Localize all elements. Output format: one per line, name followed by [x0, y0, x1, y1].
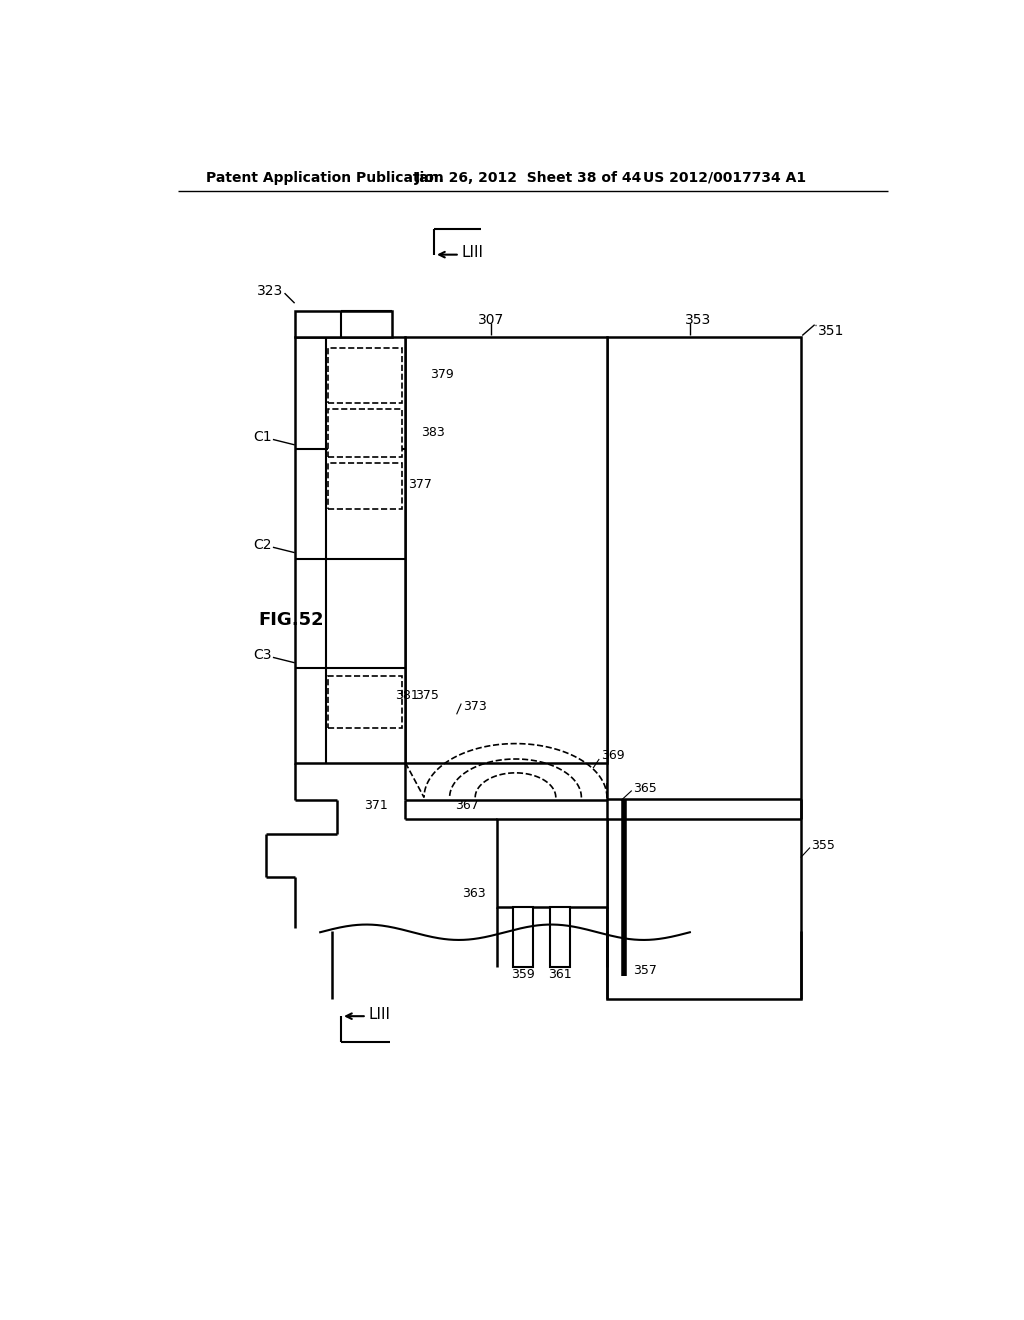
Bar: [295, 337, 406, 763]
Text: 365: 365: [633, 781, 657, 795]
Text: 369: 369: [601, 748, 625, 762]
Bar: [295, 312, 391, 337]
Text: 351: 351: [818, 323, 844, 338]
Text: 307: 307: [477, 313, 504, 327]
Text: Patent Application Publication: Patent Application Publication: [206, 170, 443, 185]
Text: C2: C2: [253, 539, 271, 552]
Text: C3: C3: [253, 648, 271, 663]
Text: 359: 359: [511, 968, 535, 981]
Bar: [328, 348, 401, 404]
Bar: [328, 409, 401, 457]
Text: 357: 357: [633, 964, 657, 977]
Text: 375: 375: [415, 689, 438, 702]
Text: 377: 377: [409, 478, 432, 491]
Text: 367: 367: [456, 799, 479, 812]
Bar: [607, 337, 801, 999]
Text: 373: 373: [463, 700, 486, 713]
Text: 371: 371: [364, 799, 388, 812]
Text: LIII: LIII: [369, 1007, 390, 1022]
Text: US 2012/0017734 A1: US 2012/0017734 A1: [643, 170, 807, 185]
Bar: [328, 462, 401, 508]
Bar: [406, 337, 607, 763]
Text: FIG.52: FIG.52: [258, 611, 324, 630]
Text: 355: 355: [812, 838, 836, 851]
Text: 363: 363: [463, 887, 486, 900]
Bar: [328, 676, 401, 729]
Text: C1: C1: [253, 430, 271, 444]
Text: LIII: LIII: [461, 244, 483, 260]
Bar: [550, 907, 569, 966]
Text: 361: 361: [548, 968, 571, 981]
Bar: [513, 907, 532, 966]
Text: Jan. 26, 2012  Sheet 38 of 44: Jan. 26, 2012 Sheet 38 of 44: [415, 170, 642, 185]
Text: 323: 323: [257, 284, 283, 298]
Text: 381: 381: [395, 689, 419, 702]
Text: 383: 383: [421, 426, 444, 440]
Text: 379: 379: [430, 367, 454, 380]
Text: 353: 353: [684, 313, 711, 327]
Bar: [497, 818, 607, 907]
